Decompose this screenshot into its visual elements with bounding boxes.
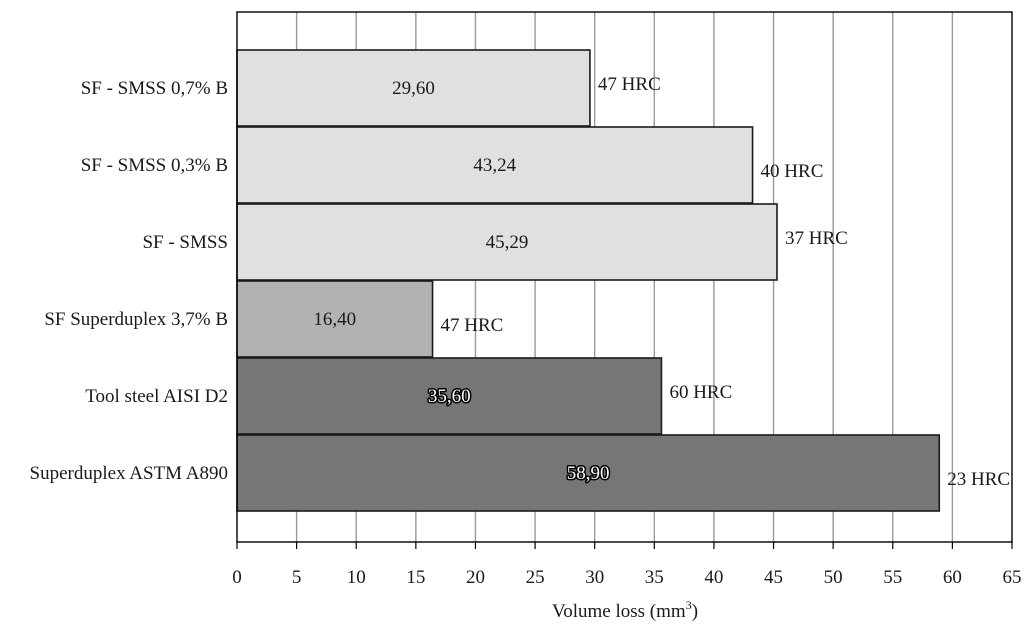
hardness-label: 23 HRC: [947, 469, 1010, 490]
bar: [236, 357, 663, 435]
bar: [236, 434, 941, 512]
category-label: SF Superduplex 3,7% B: [44, 309, 228, 330]
x-tick-label: 65: [1003, 567, 1022, 588]
x-axis-ticks: 0 5 10 15 20 25 30 35 40 45 50 55 60 65: [232, 542, 1022, 588]
category-label: Superduplex ASTM A890: [30, 463, 228, 484]
plot-border: [236, 11, 1013, 543]
bars: [236, 49, 941, 512]
category-labels: SF - SMSS 0,7% B SF - SMSS 0,3% B SF - SMS…: [30, 78, 228, 484]
value-label: 43,24: [473, 155, 516, 176]
category-label: SF - SMSS 0,3% B: [81, 155, 228, 176]
value-label: 45,29: [486, 232, 529, 253]
plot-frame: [236, 11, 1013, 543]
category-label: SF - SMSS: [142, 232, 228, 253]
x-axis-title: Volume loss (mm3): [552, 598, 698, 622]
x-tick-label: 40: [704, 567, 723, 588]
x-tick-label: 25: [526, 567, 545, 588]
x-tick-label: 50: [824, 567, 843, 588]
hardness-label: 60 HRC: [669, 382, 732, 403]
x-tick-label: 0: [232, 567, 242, 588]
bar: [236, 49, 591, 127]
x-tick-label: 60: [943, 567, 962, 588]
value-label: 35,60: [428, 386, 471, 407]
hardness-label: 40 HRC: [761, 161, 824, 182]
x-tick-label: 15: [406, 567, 425, 588]
x-tick-label: 5: [292, 567, 302, 588]
x-tick-label: 55: [883, 567, 902, 588]
x-tick-label: 30: [585, 567, 604, 588]
value-label: 58,90: [567, 463, 610, 484]
value-label: 29,60: [392, 78, 435, 99]
value-label: 16,40: [313, 309, 356, 330]
value-labels: 29,60 43,24 45,29 16,40 35,60 58,90: [313, 78, 611, 486]
hardness-label: 37 HRC: [785, 228, 848, 249]
bar: [236, 203, 778, 281]
hardness-labels: 47 HRC 40 HRC 37 HRC 47 HRC 60 HRC 23 HRC: [441, 74, 1011, 490]
hardness-label: 47 HRC: [441, 315, 504, 336]
bar: [236, 280, 434, 358]
bar: [236, 126, 754, 204]
x-tick-label: 20: [466, 567, 485, 588]
hardness-label: 47 HRC: [598, 74, 661, 95]
category-label: SF - SMSS 0,7% B: [81, 78, 228, 99]
x-tick-label: 35: [645, 567, 664, 588]
x-tick-label: 10: [347, 567, 366, 588]
x-tick-label: 45: [764, 567, 783, 588]
category-label: Tool steel AISI D2: [85, 386, 228, 407]
